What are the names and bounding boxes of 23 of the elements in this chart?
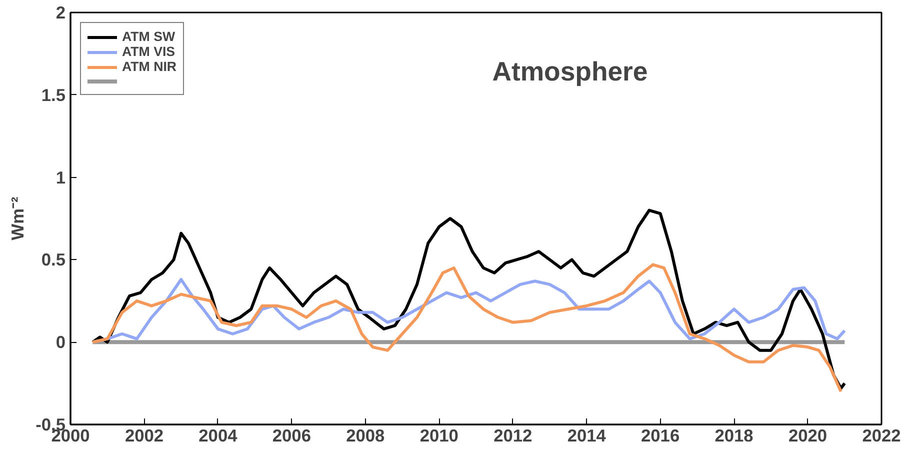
x-tick-label: 2004: [198, 426, 238, 446]
x-tick-label: 2020: [788, 426, 828, 446]
line-series: [91, 208, 846, 390]
x-tick-label: 2016: [641, 426, 680, 446]
x-tick-label: 2012: [494, 426, 532, 446]
legend-label: ATM NIR: [122, 59, 177, 74]
x-tick-label: 2022: [862, 426, 901, 446]
line-series: [91, 263, 842, 394]
x-tick-label: 2018: [714, 426, 754, 446]
x-tick-label: 2008: [346, 426, 386, 446]
legend-label: ATM SW: [122, 29, 176, 44]
y-tick-label: 2: [56, 2, 66, 22]
y-tick-label: 1: [56, 167, 66, 188]
legend-label: ATM VIS: [122, 44, 176, 59]
x-tick-label: 2010: [420, 426, 458, 446]
y-tick-label: 0: [56, 332, 66, 352]
y-tick-label: 0.5: [41, 250, 66, 270]
y-tick-label: 1.5: [41, 84, 66, 105]
y-axis-title: Wm⁻²: [8, 196, 28, 240]
x-tick-label: 2006: [272, 426, 312, 446]
x-tick-label: 2002: [124, 426, 164, 446]
text: Atmosphere: [492, 56, 648, 87]
x-tick-label: 2014: [567, 426, 606, 446]
